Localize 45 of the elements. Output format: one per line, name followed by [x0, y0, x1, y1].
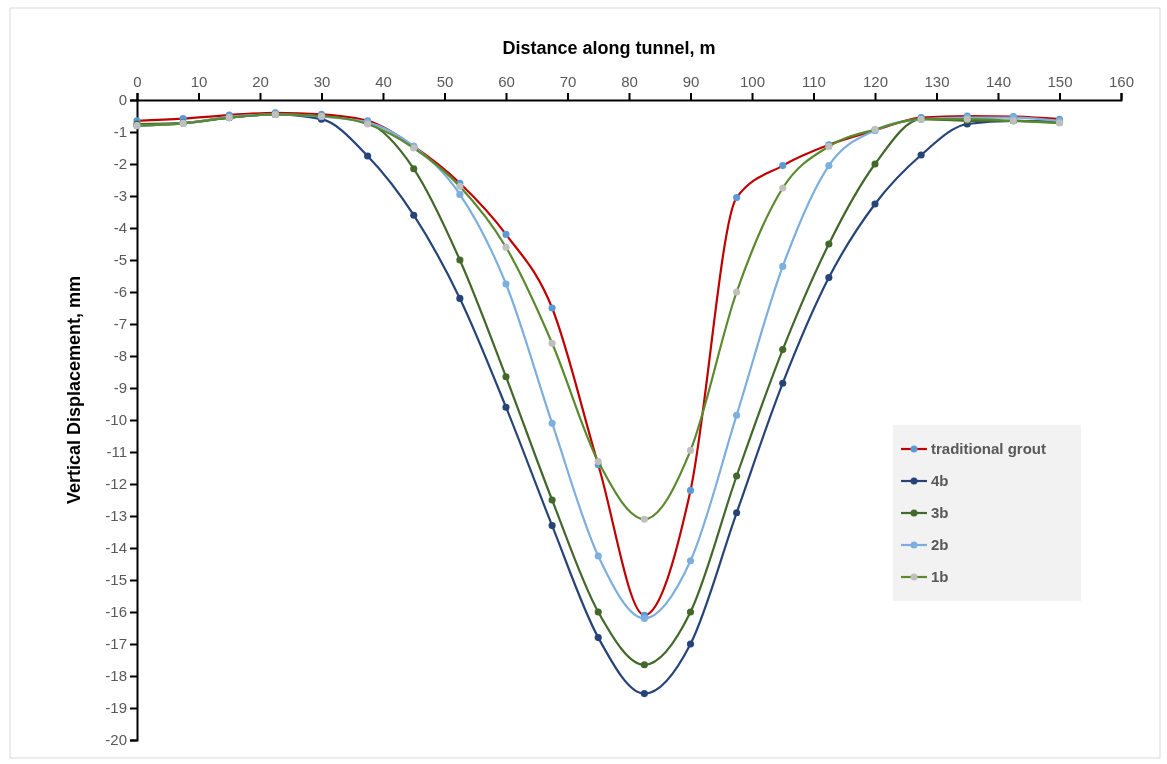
x-tick-label: 0 [133, 73, 142, 90]
y-tick-label: -6 [113, 283, 127, 301]
y-tick-label: -10 [105, 411, 127, 429]
x-tick-label: 60 [498, 73, 515, 90]
y-tick-label: -11 [106, 443, 127, 461]
x-tick-label: 50 [436, 73, 454, 90]
y-tick-label: -14 [105, 539, 127, 557]
y-tick-label: -17 [105, 635, 127, 653]
x-tick-label: 110 [802, 73, 826, 90]
y-tick-label: -12 [105, 475, 127, 493]
x-tick-label: 130 [924, 73, 950, 90]
x-tick-label: 140 [985, 73, 1012, 90]
x-tick-label: 90 [682, 73, 700, 90]
x-tick-label: 20 [252, 73, 269, 90]
y-tick-label: -4 [113, 219, 127, 237]
legend-label: 4b [931, 472, 949, 489]
x-tick-label: 150 [1047, 73, 1073, 90]
y-tick-label: -16 [105, 603, 127, 621]
y-tick-label: -7 [113, 315, 127, 333]
y-axis-title: Vertical Displacement, mm [64, 275, 84, 505]
x-tick-label: 160 [1108, 73, 1135, 90]
legend-label: 2b [931, 536, 949, 553]
y-tick-label: -19 [105, 699, 127, 717]
y-tick-label: -20 [105, 731, 127, 749]
y-tick-label: -13 [105, 507, 127, 525]
x-tick-label: 80 [621, 73, 638, 90]
legend-label: 3b [931, 504, 949, 521]
y-tick-label: -15 [105, 571, 127, 589]
legend-label: 1b [931, 568, 949, 585]
y-tick-label: 0 [118, 91, 127, 109]
x-tick-label: 40 [375, 73, 392, 90]
x-tick-label: 100 [739, 73, 766, 90]
y-tick-label: -3 [113, 187, 127, 205]
y-tick-label: -8 [113, 347, 127, 365]
y-tick-label: -5 [113, 251, 127, 269]
x-tick-label: 70 [559, 73, 577, 90]
x-tick-label: 120 [862, 73, 889, 90]
legend-label: traditional grout [931, 440, 1046, 457]
y-tick-label: -2 [113, 155, 127, 173]
y-tick-label: -18 [105, 667, 127, 685]
y-tick-label: -9 [113, 379, 127, 397]
x-axis-title: Distance along tunnel, m [502, 38, 716, 58]
y-tick-label: -1 [113, 123, 127, 141]
x-tick-label: 30 [313, 73, 331, 90]
x-tick-label: 10 [190, 73, 208, 90]
